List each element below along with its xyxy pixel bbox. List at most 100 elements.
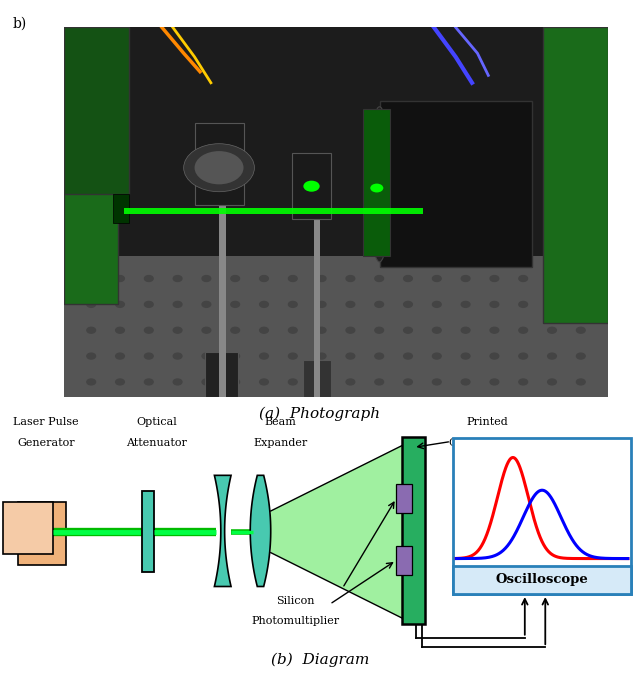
Circle shape bbox=[87, 327, 95, 333]
Circle shape bbox=[375, 327, 383, 333]
Circle shape bbox=[87, 302, 95, 307]
Text: Attenuator: Attenuator bbox=[126, 438, 188, 447]
Circle shape bbox=[346, 327, 355, 333]
Circle shape bbox=[260, 353, 268, 359]
Bar bbox=[64, 27, 118, 304]
Circle shape bbox=[289, 379, 297, 385]
Circle shape bbox=[548, 353, 556, 359]
Circle shape bbox=[231, 327, 239, 333]
Circle shape bbox=[317, 302, 326, 307]
Circle shape bbox=[145, 276, 153, 282]
Circle shape bbox=[289, 302, 297, 307]
Circle shape bbox=[548, 379, 556, 385]
Circle shape bbox=[260, 379, 268, 385]
Circle shape bbox=[202, 353, 211, 359]
Circle shape bbox=[87, 276, 95, 282]
Circle shape bbox=[404, 302, 412, 307]
Circle shape bbox=[577, 327, 585, 333]
Text: (a)  Photograph: (a) Photograph bbox=[259, 407, 381, 421]
Circle shape bbox=[173, 327, 182, 333]
Circle shape bbox=[145, 302, 153, 307]
Circle shape bbox=[184, 144, 254, 192]
Circle shape bbox=[433, 379, 441, 385]
Circle shape bbox=[577, 353, 585, 359]
Circle shape bbox=[548, 302, 556, 307]
FancyBboxPatch shape bbox=[453, 438, 631, 594]
Circle shape bbox=[577, 379, 585, 385]
Text: Oscilloscope: Oscilloscope bbox=[496, 573, 588, 586]
Circle shape bbox=[461, 379, 470, 385]
Text: (b)  Diagram: (b) Diagram bbox=[271, 653, 369, 667]
Circle shape bbox=[375, 302, 383, 307]
Circle shape bbox=[490, 276, 499, 282]
Circle shape bbox=[317, 353, 326, 359]
Text: Laser Pulse: Laser Pulse bbox=[13, 417, 79, 427]
Circle shape bbox=[371, 183, 383, 192]
Circle shape bbox=[577, 302, 585, 307]
Circle shape bbox=[490, 302, 499, 307]
Circle shape bbox=[260, 327, 268, 333]
Circle shape bbox=[231, 353, 239, 359]
Circle shape bbox=[87, 353, 95, 359]
Circle shape bbox=[116, 327, 124, 333]
Circle shape bbox=[202, 327, 211, 333]
FancyBboxPatch shape bbox=[402, 436, 425, 624]
Text: Generator: Generator bbox=[17, 438, 75, 447]
Circle shape bbox=[145, 327, 153, 333]
Circle shape bbox=[375, 353, 383, 359]
Circle shape bbox=[289, 276, 297, 282]
Bar bbox=[314, 194, 320, 397]
Circle shape bbox=[375, 379, 383, 385]
Bar bbox=[124, 209, 423, 214]
Bar bbox=[64, 27, 129, 194]
FancyBboxPatch shape bbox=[396, 484, 412, 513]
Bar bbox=[543, 27, 608, 323]
Circle shape bbox=[116, 353, 124, 359]
Circle shape bbox=[461, 353, 470, 359]
Bar bbox=[113, 194, 129, 223]
Circle shape bbox=[317, 276, 326, 282]
Circle shape bbox=[202, 379, 211, 385]
Circle shape bbox=[548, 276, 556, 282]
Circle shape bbox=[404, 327, 412, 333]
FancyBboxPatch shape bbox=[453, 566, 631, 594]
Circle shape bbox=[231, 276, 239, 282]
Circle shape bbox=[173, 379, 182, 385]
Circle shape bbox=[433, 327, 441, 333]
Circle shape bbox=[303, 181, 320, 192]
Bar bbox=[380, 101, 532, 267]
Circle shape bbox=[433, 353, 441, 359]
Circle shape bbox=[519, 353, 527, 359]
Circle shape bbox=[231, 379, 239, 385]
Circle shape bbox=[404, 353, 412, 359]
Text: Circuit Board: Circuit Board bbox=[449, 438, 526, 447]
Polygon shape bbox=[250, 475, 271, 586]
Circle shape bbox=[346, 379, 355, 385]
Circle shape bbox=[173, 302, 182, 307]
FancyBboxPatch shape bbox=[142, 491, 154, 573]
Circle shape bbox=[195, 151, 243, 185]
Ellipse shape bbox=[369, 107, 390, 262]
Circle shape bbox=[289, 327, 297, 333]
Circle shape bbox=[404, 276, 412, 282]
Text: Silicon: Silicon bbox=[276, 596, 315, 606]
FancyBboxPatch shape bbox=[396, 546, 412, 575]
Bar bbox=[303, 360, 331, 397]
Circle shape bbox=[145, 353, 153, 359]
Bar bbox=[205, 352, 238, 397]
Text: Beam: Beam bbox=[264, 417, 296, 427]
Circle shape bbox=[317, 379, 326, 385]
Circle shape bbox=[202, 302, 211, 307]
Bar bbox=[364, 109, 390, 256]
Text: Printed: Printed bbox=[467, 417, 509, 427]
Bar bbox=[64, 256, 608, 397]
Text: Expander: Expander bbox=[253, 438, 307, 447]
Circle shape bbox=[346, 353, 355, 359]
Polygon shape bbox=[214, 475, 231, 586]
FancyBboxPatch shape bbox=[3, 502, 53, 555]
Circle shape bbox=[116, 302, 124, 307]
FancyBboxPatch shape bbox=[18, 502, 66, 564]
Circle shape bbox=[433, 276, 441, 282]
Circle shape bbox=[375, 276, 383, 282]
Bar bbox=[292, 153, 331, 220]
